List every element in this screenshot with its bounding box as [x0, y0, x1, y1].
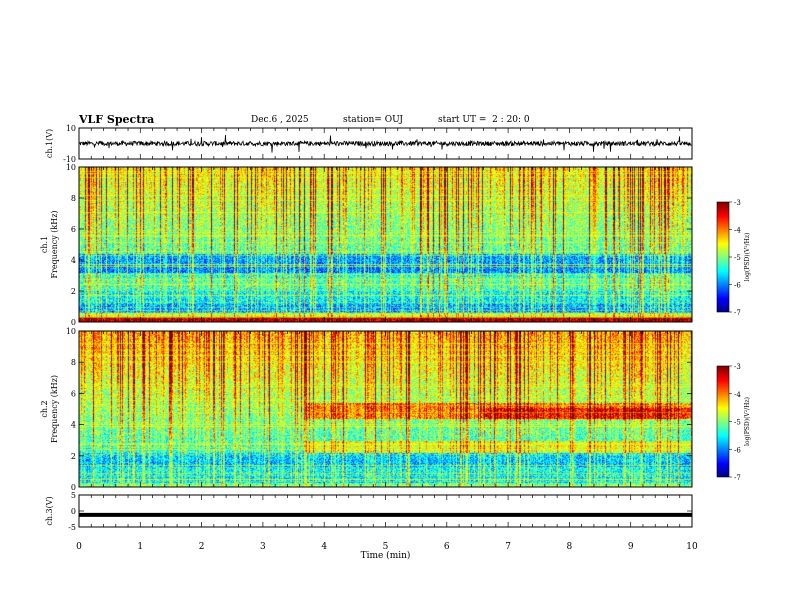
date-label: Dec.6 , 2025: [251, 115, 309, 125]
ch1-waveform-y-tick-label: -10: [63, 155, 76, 164]
x-tick-label: 8: [567, 542, 573, 552]
ch1-waveform-trace: [78, 134, 693, 153]
colorbar-tick-label: -4: [734, 391, 741, 399]
colorbar-label: log(PSD)(V²/Hz): [744, 397, 751, 446]
colorbar-tick-label: -5: [734, 254, 741, 262]
x-tick-label: 0: [76, 542, 82, 552]
x-tick-label: 10: [686, 542, 698, 552]
ch3-waveform-y-tick-label: 5: [71, 491, 76, 500]
ch2-spectrogram-ylabel: ch.2: [40, 400, 49, 417]
ch2-spectrogram-y-tick-label: 10: [66, 327, 76, 336]
ch1-waveform-ylabel: ch.1(V): [45, 129, 54, 158]
ch1-waveform-y-tick-label: 10: [66, 124, 76, 133]
x-tick-label: 6: [444, 542, 450, 552]
colorbar-tick-label: -3: [734, 199, 741, 207]
ch2-spectrogram-y-tick-label: 4: [71, 421, 76, 430]
x-tick-label: 1: [137, 542, 143, 552]
ch1-spectrogram-y-tick-label: 0: [71, 318, 76, 327]
station-label: station= OUJ: [343, 115, 404, 125]
start-time-label: start UT = 2 : 20: 0: [438, 115, 530, 125]
colorbar-tick-label: -7: [734, 474, 741, 482]
ch1-spectrogram-y-tick-label: 2: [71, 287, 76, 296]
ch1-spectrogram-ylabel-freq: Frequency (kHz): [50, 210, 59, 278]
ch2-spectrogram-y-tick-label: 0: [71, 483, 76, 492]
x-axis-label: Time (min): [361, 550, 411, 561]
x-tick-label: 9: [628, 542, 634, 552]
ch1-spectrogram-y-tick-label: 4: [71, 256, 76, 265]
spectrogram-ch1: [79, 167, 692, 322]
ch1-spectrogram-ylabel: ch.1: [40, 236, 49, 253]
ch2-spectrogram-y-tick-label: 2: [71, 452, 76, 461]
ch1-spectrogram-y-tick-label: 10: [66, 163, 76, 172]
colorbar-label: log(PSD)(V²/Hz): [744, 233, 751, 282]
x-tick-label: 3: [260, 542, 266, 552]
x-tick-label: 5: [383, 542, 389, 552]
x-tick-label: 7: [505, 542, 511, 552]
x-tick-label: 4: [321, 542, 327, 552]
ch3-waveform-y-tick-label: -5: [68, 523, 76, 532]
colorbar-tick-label: -6: [734, 446, 741, 454]
ch1-spectrogram-y-tick-label: 8: [71, 194, 76, 203]
ch2-spectrogram-y-tick-label: 6: [71, 389, 76, 398]
ch3-waveform-ylabel: ch.3(V): [45, 496, 54, 525]
colorbar-ch2: [717, 366, 729, 477]
colorbar-ch1: [717, 202, 729, 312]
ch2-spectrogram-ylabel-freq: Frequency (kHz): [50, 375, 59, 443]
ch2-spectrogram-y-tick-label: 8: [71, 358, 76, 367]
x-tick-label: 2: [199, 542, 205, 552]
colorbar-tick-label: -6: [734, 282, 741, 290]
ch1-spectrogram-y-tick-label: 6: [71, 225, 76, 234]
spectrogram-ch2: [79, 331, 692, 487]
colorbar-tick-label: -5: [734, 419, 741, 427]
ch3-waveform-y-tick-label: 0: [71, 507, 76, 516]
colorbar-tick-label: -7: [734, 309, 741, 317]
colorbar-tick-label: -3: [734, 363, 741, 371]
chart-title: VLF Spectra: [79, 113, 155, 126]
colorbar-tick-label: -4: [734, 227, 741, 235]
